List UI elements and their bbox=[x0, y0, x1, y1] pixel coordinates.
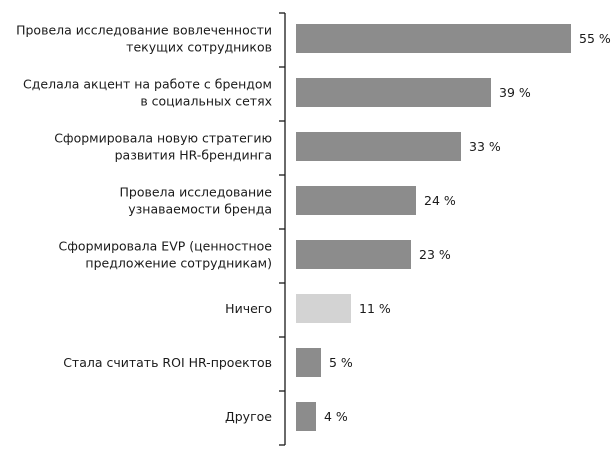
category-label: Сформировала новую стратегию bbox=[54, 131, 272, 146]
bar bbox=[296, 348, 321, 377]
data-label: 11 % bbox=[359, 301, 391, 316]
data-label: 55 % bbox=[579, 31, 611, 46]
category-label: Сформировала EVP (ценностное bbox=[59, 239, 273, 254]
category-label: Провела исследование bbox=[119, 185, 272, 200]
category-label: предложение сотрудникам) bbox=[85, 256, 272, 271]
category-label: Провела исследование вовлеченности bbox=[16, 23, 272, 38]
data-label: 24 % bbox=[424, 193, 456, 208]
category-label: Стала считать ROI HR-проектов bbox=[63, 355, 272, 370]
category-label: в социальных сетях bbox=[140, 94, 272, 109]
data-label: 23 % bbox=[419, 247, 451, 262]
category-label: развития HR-брендинга bbox=[115, 148, 272, 163]
bar bbox=[296, 24, 571, 53]
bar bbox=[296, 186, 416, 215]
data-label: 4 % bbox=[324, 409, 348, 424]
category-label: текущих сотрудников bbox=[126, 40, 272, 55]
bar bbox=[296, 78, 491, 107]
data-label: 33 % bbox=[469, 139, 501, 154]
bar bbox=[296, 294, 351, 323]
bar bbox=[296, 240, 411, 269]
bar bbox=[296, 132, 461, 161]
bar bbox=[296, 402, 316, 431]
category-label: узнаваемости бренда bbox=[128, 202, 272, 217]
category-label: Ничего bbox=[225, 301, 272, 316]
data-label: 5 % bbox=[329, 355, 353, 370]
data-label: 39 % bbox=[499, 85, 531, 100]
category-label: Сделала акцент на работе с брендом bbox=[23, 77, 272, 92]
category-label: Другое bbox=[225, 409, 272, 424]
